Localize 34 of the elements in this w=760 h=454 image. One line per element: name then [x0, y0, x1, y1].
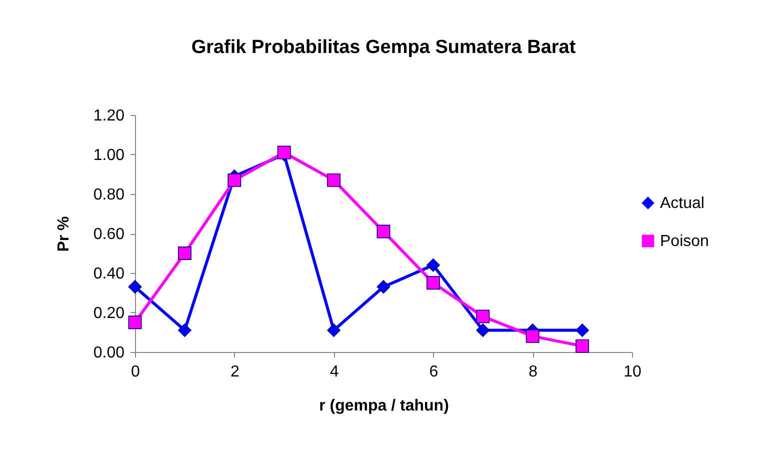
legend-label: Poison	[660, 233, 709, 250]
point	[526, 329, 540, 343]
y-tick-label: 0.60	[93, 226, 125, 243]
point	[228, 173, 242, 187]
y-tick-label: 1.20	[93, 108, 125, 124]
point	[327, 173, 341, 187]
point	[128, 280, 142, 294]
point	[426, 276, 440, 290]
x-tick-label: 10	[624, 364, 642, 380]
x-tick-label: 6	[429, 364, 438, 380]
point	[376, 280, 390, 294]
y-tick-label: 0.40	[93, 266, 125, 282]
y-tick-label: 0.80	[93, 186, 125, 204]
y-tick-label: 1.00	[93, 147, 125, 164]
point	[426, 258, 440, 272]
point	[576, 324, 590, 337]
y-tick-label: 0.20	[93, 305, 125, 322]
x-axis-title: r (gempa / tahun)	[319, 398, 449, 414]
point	[376, 224, 390, 238]
point	[178, 324, 192, 337]
x-tick-label: 2	[230, 364, 240, 380]
point	[576, 339, 590, 353]
point	[476, 310, 490, 324]
point	[327, 324, 341, 337]
x-tick-label: 0	[131, 364, 140, 380]
legend-label: Actual	[660, 195, 704, 212]
point	[128, 316, 142, 330]
y-axis-title: Pr %	[55, 216, 72, 252]
x-tick-label: 4	[330, 364, 339, 380]
x-tick-label: 8	[528, 364, 538, 380]
point	[476, 324, 490, 337]
point	[178, 246, 192, 260]
y-tick-label: 0.00	[93, 344, 125, 362]
chart-title: Grafik Probabilitas Gempa Sumatera Barat	[191, 37, 576, 58]
